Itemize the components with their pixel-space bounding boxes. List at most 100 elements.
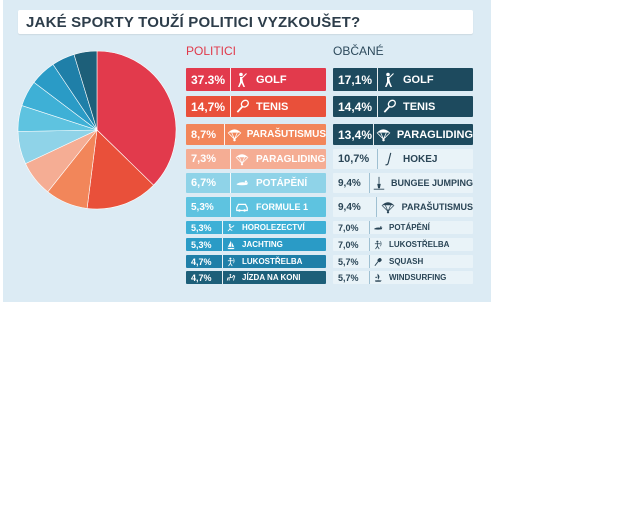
row-label: PARAŠUTISMUS [401, 202, 473, 212]
politici-row: 4,7% JÍZDA NA KONI [186, 271, 326, 284]
obcane-row: 9,4% PARAŠUTISMUS [333, 197, 473, 217]
row-label: JÍZDA NA KONI [242, 273, 301, 282]
row-label: BUNGEE JUMPING [390, 178, 473, 188]
row-percentage: 4,7% [191, 256, 212, 267]
row-percentage: 9,4% [338, 201, 361, 213]
tennis-racket-icon [231, 96, 253, 117]
row-divider [369, 255, 370, 268]
parachute-icon [377, 197, 399, 217]
row-label: FORMULE 1 [256, 202, 309, 212]
row-label: LUKOSTŘELBA [389, 240, 450, 249]
row-divider [222, 271, 223, 284]
row-divider [222, 221, 223, 234]
obcane-row: 7,0% LUKOSTŘELBA [333, 238, 473, 251]
row-divider [373, 124, 375, 145]
row-percentage: 5,3% [191, 222, 212, 233]
row-percentage: 7,0% [338, 222, 359, 233]
pie-slice-j-zda-na-koni [73, 50, 98, 131]
politici-header: POLITICI [186, 44, 237, 58]
row-divider [222, 255, 223, 268]
row-divider [369, 271, 370, 284]
row-divider [230, 197, 231, 217]
row-label: TENIS [256, 100, 289, 113]
row-label: PARAGLIDING [256, 153, 326, 165]
row-divider [230, 96, 231, 117]
tennis-racket-icon [378, 96, 400, 117]
bungee-icon [370, 173, 388, 193]
climber-icon [223, 221, 239, 234]
golfer-icon [378, 68, 400, 91]
row-label: WINDSURFING [389, 273, 447, 282]
title-bar: JAKÉ SPORTY TOUŽÍ POLITICI VYZKOUŠET? [18, 10, 473, 34]
politici-row: 14,7% TENIS [186, 96, 326, 117]
row-divider [377, 96, 378, 117]
row-label: GOLF [256, 73, 287, 86]
obcane-row: 10,7% HOKEJ [333, 149, 473, 169]
row-label: PARAŠUTISMUS [246, 129, 326, 140]
row-divider [224, 124, 226, 145]
row-percentage: 13,4% [338, 127, 373, 142]
politici-row: 8,7% PARAŠUTISMUS [186, 124, 326, 145]
row-divider [369, 173, 371, 193]
obcane-header: OBČANÉ [333, 44, 384, 58]
row-label: JACHTING [242, 240, 283, 249]
row-percentage: 14,4% [338, 99, 373, 114]
row-percentage: 7,0% [338, 239, 359, 250]
row-divider [230, 149, 231, 169]
obcane-row: 5,7% WINDSURFING [333, 271, 473, 284]
row-percentage: 5,7% [338, 256, 359, 267]
squash-racket-icon [370, 255, 386, 268]
row-percentage: 9,4% [338, 177, 361, 189]
row-percentage: 5,3% [191, 239, 212, 250]
row-label: GOLF [403, 73, 434, 86]
politici-row: 6,7% POTÁPĚNÍ [186, 173, 326, 193]
diver-icon [231, 173, 253, 193]
row-percentage: 10,7% [338, 153, 370, 165]
row-percentage: 5,7% [338, 272, 359, 283]
obcane-row: 14,4% TENIS [333, 96, 473, 117]
obcane-row: 7,0% POTÁPĚNÍ [333, 221, 473, 234]
obcane-row: 9,4% BUNGEE JUMPING [333, 173, 473, 193]
row-label: TENIS [403, 100, 436, 113]
row-divider [222, 238, 223, 251]
row-label: POTÁPĚNÍ [389, 223, 430, 232]
row-percentage: 14,7% [191, 99, 226, 114]
politici-row: 5,3% HOROLEZECTVÍ [186, 221, 326, 234]
politici-row: 5,3% JACHTING [186, 238, 326, 251]
row-label: SQUASH [389, 257, 424, 266]
pie-slice-tenis [86, 129, 154, 210]
row-percentage: 17,1% [338, 72, 373, 87]
obcane-row: 17,1% GOLF [333, 68, 473, 91]
archer-icon [370, 238, 386, 251]
politici-row: 7,3% PARAGLIDING [186, 149, 326, 169]
chart-title: JAKÉ SPORTY TOUŽÍ POLITICI VYZKOUŠET? [26, 14, 361, 31]
archer-icon [223, 255, 239, 268]
row-label: HOROLEZECTVÍ [242, 223, 305, 232]
row-percentage: 6,7% [191, 177, 217, 189]
obcane-row: 13,4% PARAGLIDING [333, 124, 473, 145]
row-divider [377, 68, 378, 91]
hockey-stick-icon [378, 149, 400, 169]
politici-row: 4,7% LUKOSTŘELBA [186, 255, 326, 268]
pie-chart [17, 50, 177, 210]
sailing-icon [223, 238, 239, 251]
row-label: POTÁPĚNÍ [256, 177, 308, 189]
row-divider [376, 197, 378, 217]
diver-icon [370, 221, 386, 234]
windsurf-icon [370, 271, 386, 284]
parachute-icon [225, 124, 244, 145]
row-percentage: 37.3% [191, 72, 226, 87]
golfer-icon [231, 68, 253, 91]
row-percentage: 8,7% [191, 128, 217, 141]
parachute-icon [374, 124, 394, 145]
row-label: PARAGLIDING [396, 128, 473, 141]
row-percentage: 7,3% [191, 153, 217, 165]
row-divider [377, 149, 378, 169]
row-divider [230, 68, 231, 91]
row-divider [230, 173, 231, 193]
row-percentage: 4,7% [191, 272, 212, 283]
politici-row: 37.3% GOLF [186, 68, 326, 91]
row-label: HOKEJ [403, 153, 438, 165]
pie-slice-golf [96, 50, 177, 186]
row-percentage: 5,3% [191, 201, 214, 213]
